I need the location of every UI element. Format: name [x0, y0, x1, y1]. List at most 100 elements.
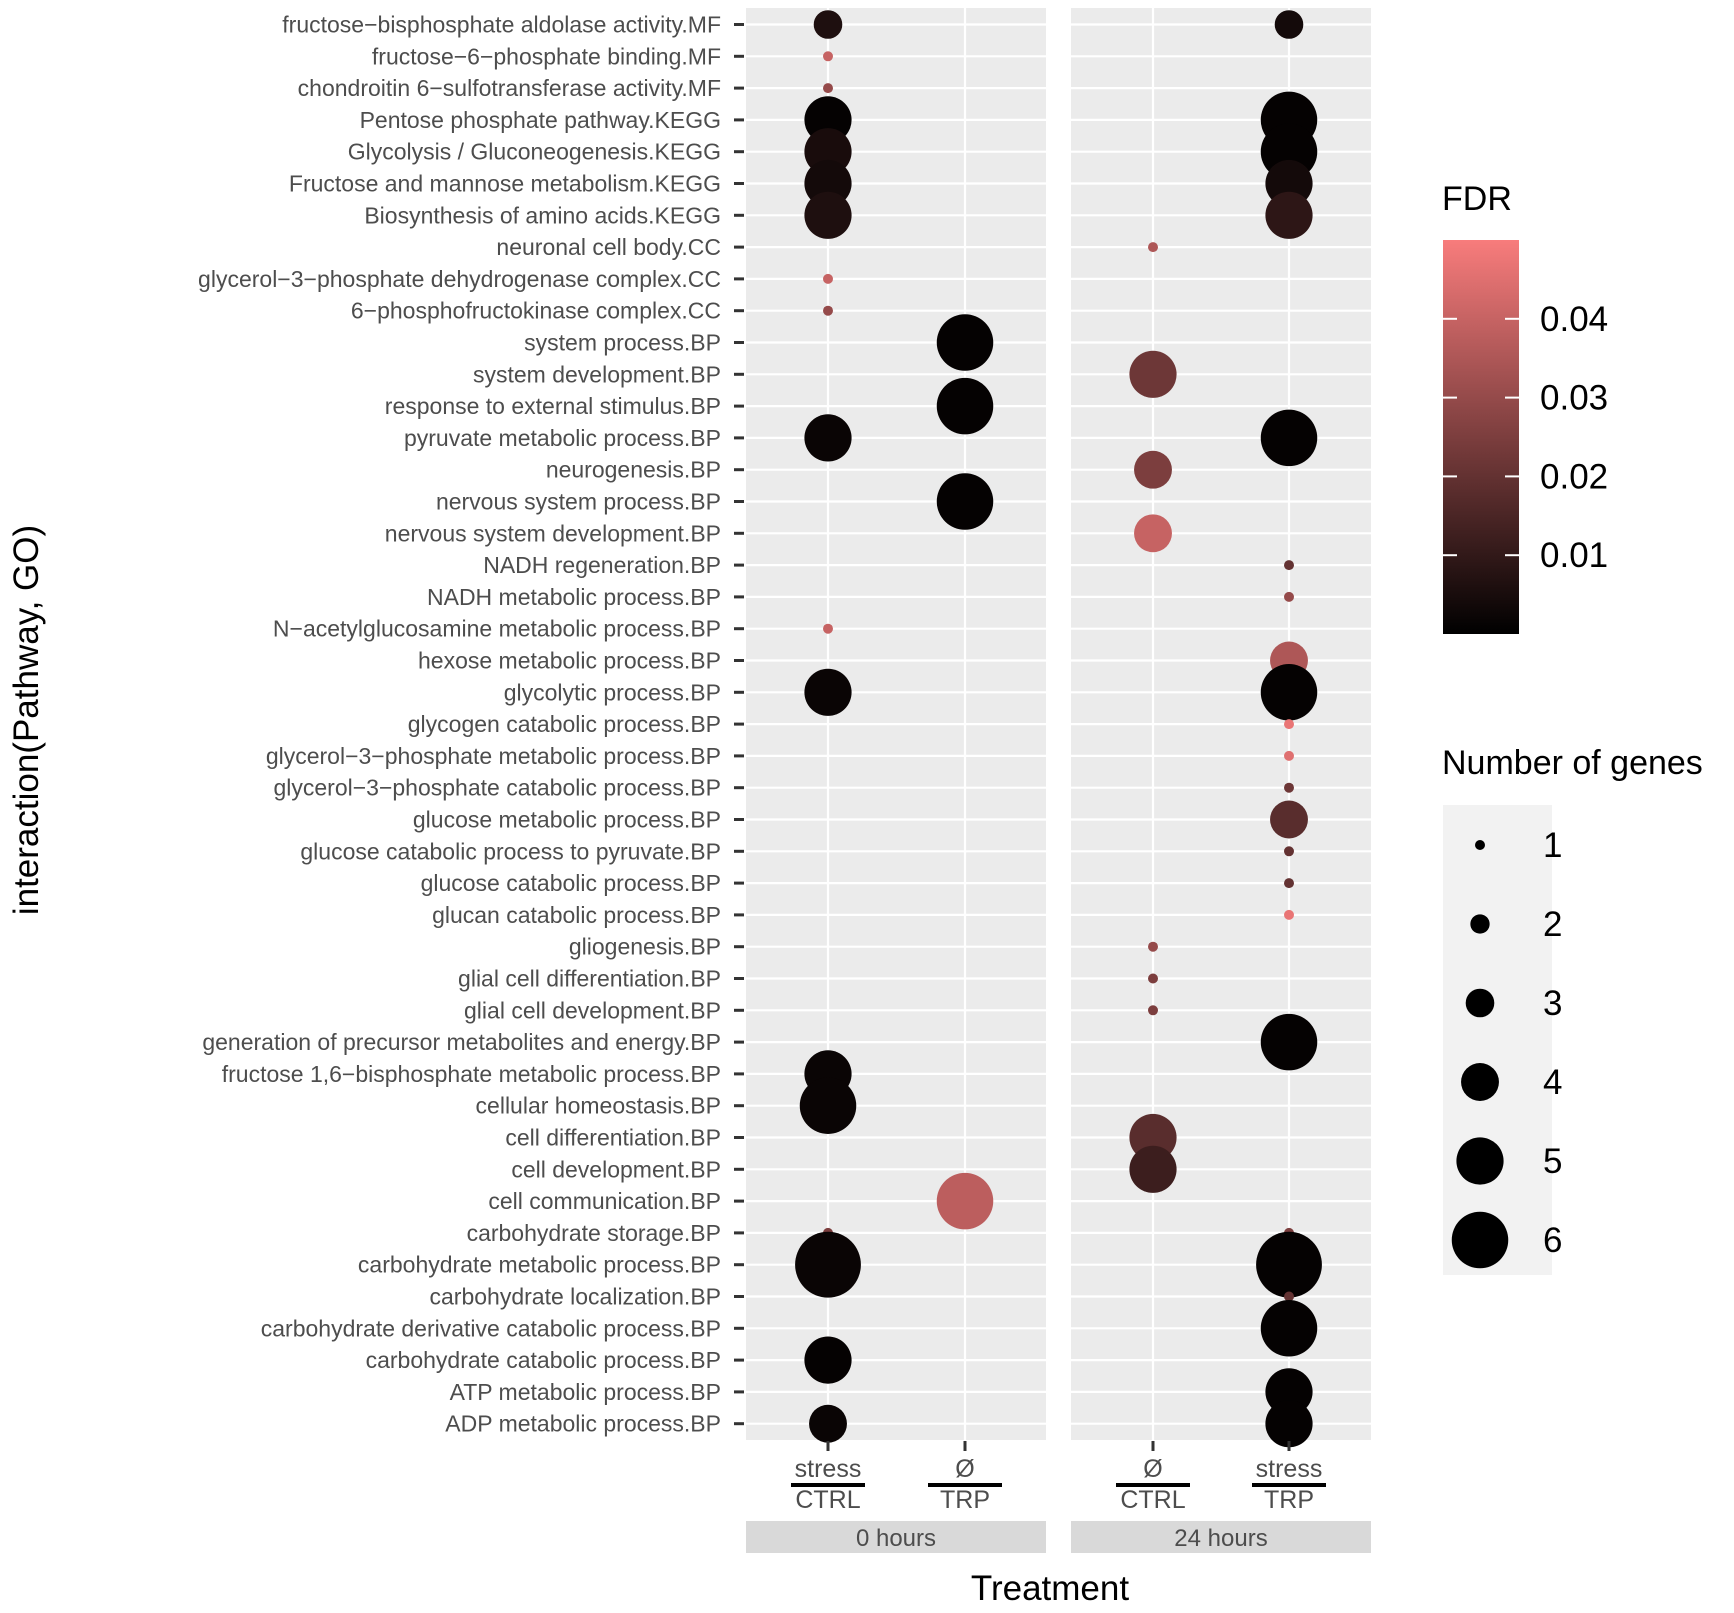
y-tick-label: glucan catabolic process.BP	[432, 902, 721, 928]
genes-legend-label: 3	[1543, 984, 1562, 1023]
point-g24a-29	[1148, 941, 1158, 952]
point-g0a-1	[823, 51, 833, 62]
y-tick-label: cell development.BP	[511, 1156, 721, 1182]
point-g24b-13	[1260, 409, 1318, 467]
point-g24b-39	[1256, 1231, 1322, 1298]
point-g24b-22	[1284, 719, 1294, 730]
fdr-legend-label: 0.02	[1540, 457, 1608, 496]
y-tick-label: hexose metabolic process.BP	[418, 648, 721, 674]
genes-legend-key	[1470, 914, 1490, 934]
point-g24b-27	[1284, 878, 1294, 889]
point-g24b-40	[1284, 1291, 1294, 1302]
point-g0a-39	[795, 1231, 861, 1298]
y-tick-label: glycerol−3−phosphate dehydrogenase compl…	[198, 266, 721, 292]
point-g24b-41	[1260, 1300, 1318, 1357]
facet-strip-0-hours	[746, 1521, 1046, 1553]
point-g24a-11	[1129, 350, 1177, 398]
y-tick-label: gliogenesis.BP	[569, 934, 721, 960]
point-g24b-6	[1265, 191, 1313, 239]
point-g0a-6	[804, 191, 852, 239]
point-g24a-36	[1129, 1145, 1177, 1193]
point-g24b-25	[1270, 800, 1308, 839]
facet-strip-24-hours	[1071, 1521, 1371, 1553]
y-tick-label: Biosynthesis of amino acids.KEGG	[364, 202, 721, 228]
x-tick-label-bottom: TRP	[1264, 1486, 1314, 1514]
point-g24a-31	[1148, 1005, 1158, 1016]
fdr-legend-title: FDR	[1442, 180, 1512, 218]
point-g24b-26	[1284, 846, 1294, 857]
x-tick-label-top: Ø	[955, 1455, 974, 1483]
y-tick-label: nervous system process.BP	[436, 489, 721, 515]
genes-legend-label: 2	[1543, 905, 1562, 944]
fdr-legend-label: 0.04	[1540, 300, 1608, 339]
genes-legend-background	[1443, 805, 1552, 1275]
genes-legend-key	[1475, 840, 1485, 850]
point-g0a-44	[809, 1404, 847, 1443]
point-g24b-21	[1260, 664, 1318, 721]
facet-strips: 0 hours 24 hours	[746, 1521, 1371, 1553]
point-g0a-19	[823, 623, 833, 634]
y-tick-label: glycerol−3−phosphate metabolic process.B…	[266, 743, 721, 769]
genes-legend-key	[1461, 1063, 1499, 1101]
y-tick-label: fructose−6−phosphate binding.MF	[372, 43, 721, 69]
panel-24-hours	[1071, 8, 1371, 1440]
fdr-legend-label: 0.03	[1540, 379, 1608, 418]
point-g0b-37	[936, 1172, 994, 1230]
y-tick-label: NADH metabolic process.BP	[427, 584, 721, 610]
genes-legend-label: 1	[1543, 826, 1562, 865]
y-tick-label: system process.BP	[524, 330, 721, 356]
y-tick-label: glucose catabolic process.BP	[421, 870, 721, 896]
point-g24a-7	[1148, 242, 1158, 253]
x-tick-label-bottom: TRP	[940, 1486, 990, 1514]
y-tick-label: fructose−bisphosphate aldolase activity.…	[282, 12, 721, 38]
point-g24b-0	[1274, 10, 1304, 39]
y-tick-label: generation of precursor metabolites and …	[202, 1029, 721, 1055]
y-axis-labels: fructose−bisphosphate aldolase activity.…	[198, 12, 744, 1437]
y-tick-label: glycolytic process.BP	[504, 679, 721, 705]
point-g24b-44	[1265, 1400, 1313, 1448]
point-g24b-18	[1284, 591, 1294, 602]
x-tick-label-top: stress	[1256, 1455, 1323, 1483]
genes-legend-key	[1456, 1137, 1504, 1185]
point-g0a-0	[813, 10, 843, 39]
y-tick-label: cell differentiation.BP	[505, 1125, 721, 1151]
facet-strip-label: 0 hours	[856, 1525, 936, 1552]
genes-legend-key	[1451, 1211, 1509, 1269]
point-g0a-42	[804, 1336, 852, 1384]
point-g24b-32	[1260, 1013, 1318, 1071]
y-axis-title: interaction(Pathway, GO)	[7, 525, 46, 915]
x-tick-label-top: Ø	[1143, 1455, 1162, 1483]
y-tick-label: Glycolysis / Gluconeogenesis.KEGG	[348, 139, 721, 165]
y-tick-label: cellular homeostasis.BP	[476, 1093, 721, 1119]
x-axis-title: Treatment	[971, 1569, 1129, 1608]
fdr-legend-label: 0.01	[1540, 536, 1608, 575]
panel-0-hours	[746, 8, 1046, 1440]
y-tick-label: glycogen catabolic process.BP	[408, 711, 721, 737]
y-tick-label: 6−phosphofructokinase complex.CC	[351, 298, 721, 324]
y-tick-label: response to external stimulus.BP	[385, 393, 721, 419]
y-tick-label: pyruvate metabolic process.BP	[404, 425, 721, 451]
y-tick-label: carbohydrate localization.BP	[430, 1284, 722, 1310]
x-tick-label-bottom: CTRL	[1120, 1486, 1185, 1514]
y-tick-label: NADH regeneration.BP	[483, 552, 721, 578]
point-g0a-34	[799, 1077, 857, 1134]
point-g0a-2	[823, 83, 833, 94]
point-g0b-10	[936, 314, 994, 371]
y-tick-label: system development.BP	[473, 361, 721, 387]
point-g0a-13	[804, 414, 852, 462]
y-tick-label: glial cell differentiation.BP	[458, 966, 721, 992]
x-axis: stress CTRL Ø TRP Ø CTRL stress TRP	[791, 1441, 1326, 1514]
genes-legend-key	[1465, 988, 1495, 1018]
y-tick-label: neurogenesis.BP	[546, 457, 721, 483]
point-g24b-23	[1284, 750, 1294, 761]
y-tick-label: carbohydrate derivative catabolic proces…	[261, 1315, 721, 1341]
y-tick-label: glucose catabolic process to pyruvate.BP	[300, 838, 721, 864]
y-tick-label: Fructose and mannose metabolism.KEGG	[289, 171, 721, 197]
point-g0b-12	[936, 377, 994, 435]
facet-strip-label: 24 hours	[1174, 1525, 1267, 1552]
fdr-colorbar	[1443, 240, 1519, 634]
genes-legend-title: Number of genes	[1442, 744, 1703, 782]
genes-legend-label: 4	[1543, 1063, 1562, 1102]
point-g24a-14	[1134, 450, 1172, 489]
